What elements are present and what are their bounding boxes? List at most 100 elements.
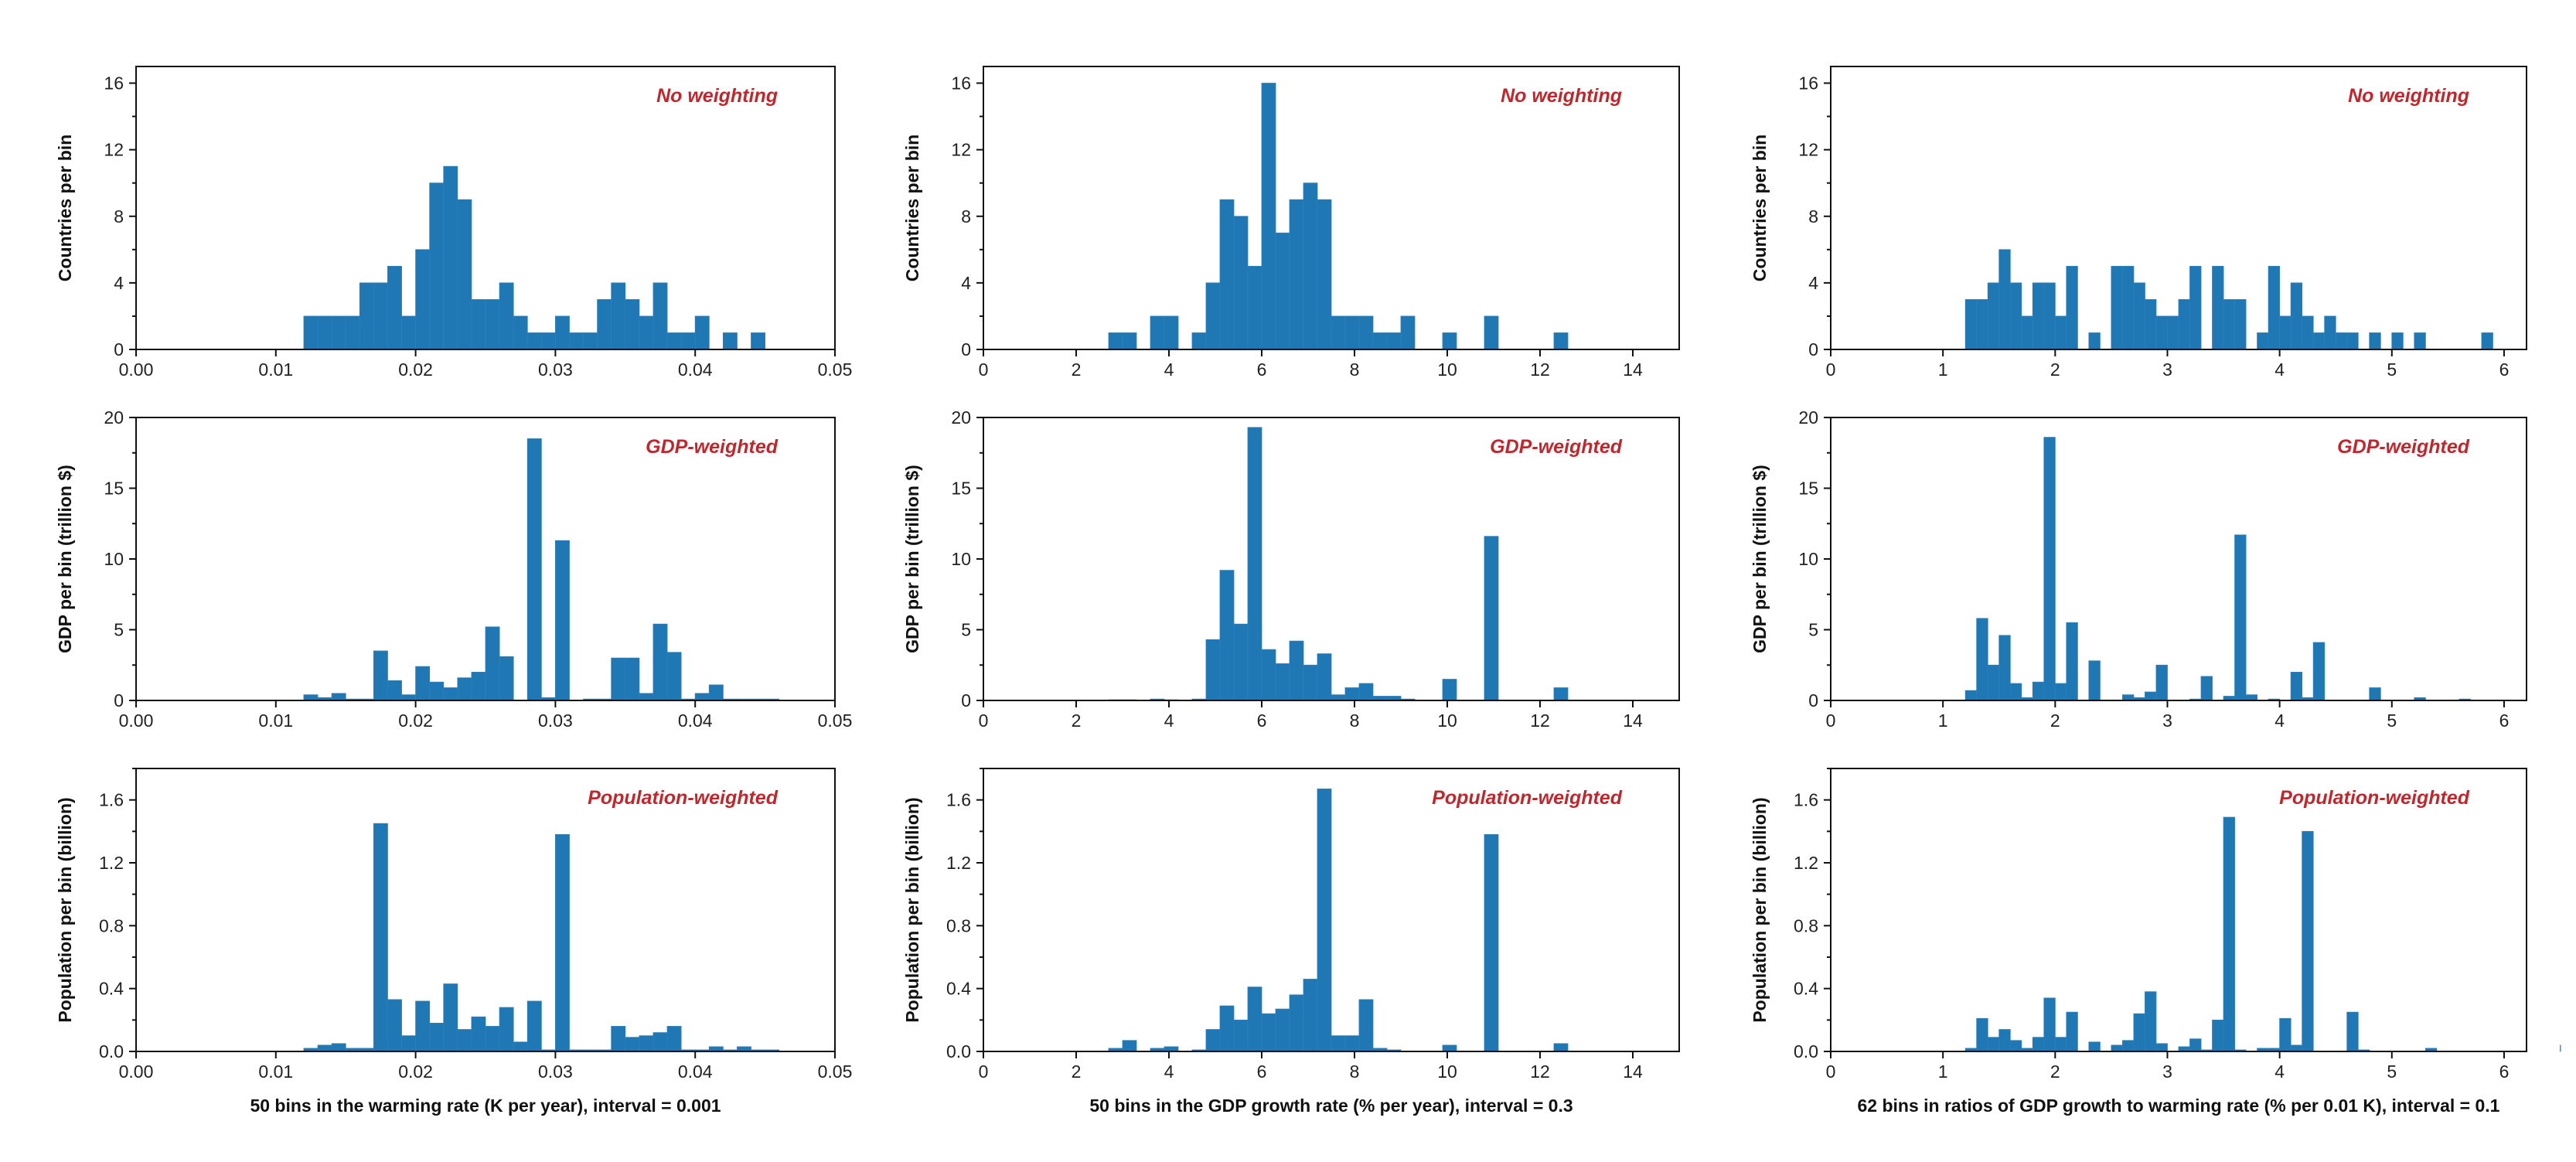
histogram-bar (1219, 570, 1235, 701)
axes-frame (1830, 66, 2527, 350)
weighting-annotation: GDP-weighted (646, 436, 779, 458)
histogram-bar (1976, 1017, 1988, 1052)
y-tick-label: 4 (961, 273, 971, 293)
x-tick-label: 14 (1623, 1061, 1643, 1082)
axes-frame (983, 66, 1680, 350)
histogram-bar (625, 657, 640, 701)
y-tick-label: 15 (1798, 479, 1818, 499)
histogram-bar (2189, 1038, 2202, 1052)
histogram-bar (1219, 199, 1235, 350)
x-tick-label: 0.00 (119, 710, 154, 731)
histogram-bar (1233, 623, 1249, 701)
x-tick-label: 3 (2162, 710, 2172, 731)
histogram-bar (540, 332, 556, 350)
histogram-bar (2054, 1037, 2067, 1052)
histogram-bar (485, 626, 500, 701)
histogram-bar (2212, 1019, 2224, 1052)
histogram-bar (666, 1026, 682, 1052)
histogram-bar (373, 282, 388, 350)
histogram-bar (639, 693, 654, 701)
y-tick-label: 0.4 (1794, 979, 1818, 999)
histogram-bar (625, 1037, 640, 1052)
histogram-bar (2234, 534, 2247, 701)
histogram-bar (1987, 1037, 2000, 1052)
x-tick-label: 8 (1350, 1061, 1360, 1082)
y-tick-label: 4 (114, 273, 124, 293)
histogram-bar (680, 332, 696, 350)
y-tick-label: 0 (114, 690, 124, 710)
histogram-bar (2335, 332, 2348, 350)
histogram-bar (2346, 332, 2359, 350)
y-tick-label: 5 (114, 620, 124, 640)
x-axis-label: 50 bins in the GDP growth rate (% per ye… (1089, 1096, 1573, 1116)
histogram-bar (569, 332, 584, 350)
histogram-bar (2200, 676, 2213, 701)
histogram-bar (2290, 672, 2303, 701)
histogram-bar (2088, 660, 2101, 701)
histogram-bar (555, 834, 570, 1052)
y-tick-label: 5 (961, 620, 971, 640)
histogram-bar (317, 315, 332, 350)
y-tick-label: 20 (951, 407, 971, 428)
histogram-bar (1976, 299, 1988, 350)
x-tick-label: 0 (979, 1061, 989, 1082)
histogram-bar (2324, 315, 2336, 350)
histogram-bar (1442, 679, 1457, 701)
x-tick-label: 0.04 (678, 360, 713, 380)
histogram-bar (1400, 315, 1416, 350)
histogram-panel-row1-col2: 0 2 4 6 8 10 12 14 0 4 8 12 16 Countries per bin No we… (902, 66, 1680, 380)
histogram-bar (331, 1043, 346, 1052)
x-tick-label: 1 (1938, 360, 1948, 380)
histogram-bar (471, 299, 486, 350)
histogram-bar (1247, 265, 1262, 350)
histogram-bar (1275, 232, 1290, 350)
y-tick-label: 0 (1808, 690, 1818, 710)
histogram-bar (485, 299, 500, 350)
histogram-panel-row2-col2: 0 2 4 6 8 10 12 14 0 5 10 15 20 GDP per bin (trillion… (902, 407, 1680, 731)
histogram-bar (2290, 282, 2303, 350)
x-tick-label: 2 (1072, 710, 1082, 731)
histogram-bar (597, 299, 612, 350)
histogram-bar (1219, 1005, 1235, 1052)
x-tick-label: 0.03 (538, 360, 573, 380)
x-tick-label: 0.02 (398, 1061, 433, 1082)
histogram-bar (1261, 649, 1276, 701)
histogram-bar (2088, 332, 2101, 350)
histogram-bar (401, 694, 417, 701)
histogram-bar (526, 332, 542, 350)
histogram-bar (639, 1035, 654, 1052)
x-tick-label: 14 (1623, 360, 1643, 380)
weighting-annotation: Population-weighted (588, 787, 779, 809)
histogram-bar (2122, 265, 2135, 350)
x-tick-label: 4 (1164, 1061, 1174, 1082)
x-tick-label: 0 (979, 710, 989, 731)
histogram-bar (1303, 664, 1318, 701)
x-tick-label: 2 (2050, 710, 2060, 731)
histogram-bar (2257, 332, 2269, 350)
x-tick-label: 3 (2162, 360, 2172, 380)
histogram-bar (1150, 315, 1165, 350)
x-tick-label: 0 (1826, 360, 1836, 380)
x-tick-label: 12 (1530, 1061, 1550, 1082)
histogram-bar (2245, 694, 2258, 701)
y-tick-label: 15 (951, 479, 971, 499)
histogram-bar (387, 999, 402, 1052)
histogram-bar (457, 1029, 472, 1052)
y-tick-label: 0.0 (1794, 1041, 1818, 1061)
histogram-bar (1289, 199, 1304, 350)
histogram-bar (401, 1035, 417, 1052)
histogram-bar (555, 315, 570, 350)
histogram-bar (2178, 299, 2190, 350)
y-tick-label: 12 (1798, 140, 1818, 160)
x-tick-label: 0.05 (818, 360, 853, 380)
histogram-bar (485, 1026, 500, 1052)
histogram-bar (1987, 282, 2000, 350)
histogram-bar (2111, 1044, 2123, 1052)
histogram-panel-row2-col3: 0 1 2 3 4 5 6 0 5 10 15 20 GDP per bin (trillion $) G… (1750, 407, 2527, 731)
histogram-bar (708, 684, 724, 701)
x-tick-label: 1 (1938, 710, 1948, 731)
histogram-bar (526, 438, 542, 701)
histogram-bar (555, 540, 570, 701)
histogram-bar (2302, 830, 2314, 1052)
